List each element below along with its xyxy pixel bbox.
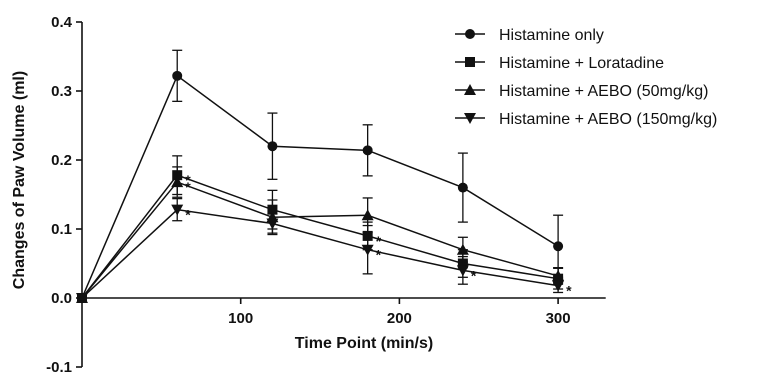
x-tick-label: 300: [546, 310, 571, 327]
y-tick-label: 0.4: [51, 14, 73, 31]
y-axis-title: Changes of Paw Volume (ml): [11, 71, 28, 289]
series-2: **: [77, 155, 564, 303]
significance-marker: *: [185, 179, 191, 195]
significance-marker: *: [185, 172, 191, 188]
y-tick-label: 0.3: [51, 83, 72, 100]
series-line: [81, 208, 559, 299]
data-point: [553, 241, 564, 252]
legend: Histamine only Histamine + Loratadine Hist…: [455, 27, 717, 128]
significance-marker: *: [185, 207, 191, 223]
data-point: [172, 70, 183, 81]
data-point: [361, 209, 374, 221]
legend-item: Histamine + AEBO (50mg/kg): [455, 83, 708, 100]
legend-marker: [464, 113, 476, 124]
y-tick-label: 0.2: [51, 152, 72, 169]
x-tick-label: 100: [228, 310, 253, 327]
axes: -0.1 0.0 0.1 0.2 0.3 0.4 100 200 300: [46, 14, 606, 374]
data-point: [171, 176, 184, 188]
data-point: [456, 243, 469, 255]
data-point: [362, 145, 373, 156]
significance-marker: *: [376, 233, 382, 249]
legend-label: Histamine + AEBO (150mg/kg): [499, 111, 717, 128]
y-tick-label: 0.0: [51, 290, 72, 307]
data-point: [456, 265, 469, 277]
significance-marker: *: [566, 283, 572, 299]
x-axis-title: Time Point (min/s): [295, 335, 433, 352]
data-point: [361, 244, 374, 256]
significance-marker: *: [471, 267, 477, 283]
x-tick-label: 200: [387, 310, 412, 327]
series-line: [81, 174, 559, 299]
series-layer: *******: [76, 49, 572, 304]
significance-marker: *: [376, 247, 382, 263]
data-point: [552, 280, 565, 292]
y-tick-label: -0.1: [46, 359, 72, 374]
data-point: [76, 293, 88, 304]
data-point: [171, 204, 184, 216]
data-point: [267, 141, 278, 152]
legend-label: Histamine + AEBO (50mg/kg): [499, 83, 708, 100]
series-4: ****: [76, 197, 572, 304]
legend-marker: [464, 84, 476, 95]
legend-label: Histamine only: [499, 27, 604, 44]
legend-marker: [465, 29, 475, 39]
series-line: [81, 74, 559, 299]
data-point: [266, 218, 279, 230]
legend-item: Histamine + AEBO (150mg/kg): [455, 111, 717, 128]
y-tick-label: 0.1: [51, 221, 72, 238]
data-point: [457, 182, 468, 193]
legend-item: Histamine only: [455, 27, 604, 44]
series-1: [77, 49, 564, 303]
series-line: [81, 181, 559, 299]
legend-item: Histamine + Loratadine: [455, 55, 664, 72]
legend-label: Histamine + Loratadine: [499, 55, 664, 72]
legend-marker: [465, 57, 475, 67]
